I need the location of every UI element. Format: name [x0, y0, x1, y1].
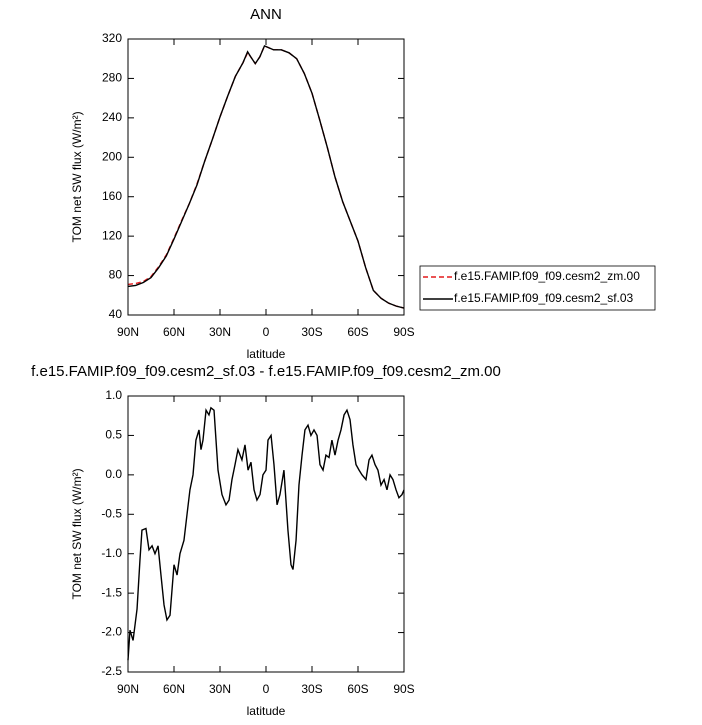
x-axis-label: latitude [247, 704, 286, 718]
plot-frame [127, 38, 405, 316]
y-tick-label: 320 [102, 31, 122, 45]
x-axis-label: latitude [247, 347, 286, 361]
legend-label: f.e15.FAMIP.f09_f09.cesm2_sf.03 [454, 291, 634, 305]
x-tick-label: 60N [163, 682, 185, 696]
y-tick-label: 160 [102, 189, 122, 203]
y-tick-label: 120 [102, 228, 122, 242]
series-line [127, 406, 405, 661]
y-tick-label: 0.5 [105, 428, 122, 442]
legend-box [419, 265, 656, 311]
x-tick-label: 30N [209, 325, 231, 339]
y-tick-label: -1.0 [101, 546, 122, 560]
y-axis-label: TOM net SW flux (W/m²) [70, 111, 84, 242]
y-tick-label: 80 [109, 268, 123, 282]
y-tick-label: 280 [102, 71, 122, 85]
series-line [127, 44, 405, 309]
series-line [127, 44, 405, 309]
plot-frame [127, 395, 405, 673]
y-tick-label: -2.0 [101, 625, 122, 639]
x-tick-label: 60N [163, 325, 185, 339]
chart-title: ANN [250, 6, 282, 23]
y-axis-label: TOM net SW flux (W/m²) [70, 468, 84, 599]
y-tick-label: 240 [102, 110, 122, 124]
x-tick-label: 0 [263, 325, 270, 339]
x-tick-label: 30S [301, 682, 322, 696]
x-tick-label: 90N [117, 325, 139, 339]
y-tick-label: 200 [102, 149, 122, 163]
y-tick-label: 0.0 [105, 467, 122, 481]
y-tick-label: -2.5 [101, 664, 122, 678]
x-tick-label: 90S [393, 682, 414, 696]
x-tick-label: 90N [117, 682, 139, 696]
y-tick-label: 40 [109, 307, 123, 321]
y-tick-label: -1.5 [101, 585, 122, 599]
x-tick-label: 60S [347, 682, 368, 696]
x-tick-label: 0 [263, 682, 270, 696]
x-tick-label: 90S [393, 325, 414, 339]
x-tick-label: 30N [209, 682, 231, 696]
chart-title: f.e15.FAMIP.f09_f09.cesm2_sf.03 - f.e15.… [31, 363, 501, 380]
y-tick-label: -0.5 [101, 506, 122, 520]
y-tick-label: 1.0 [105, 388, 122, 402]
x-tick-label: 30S [301, 325, 322, 339]
x-tick-label: 60S [347, 325, 368, 339]
legend-label: f.e15.FAMIP.f09_f09.cesm2_zm.00 [454, 269, 640, 283]
